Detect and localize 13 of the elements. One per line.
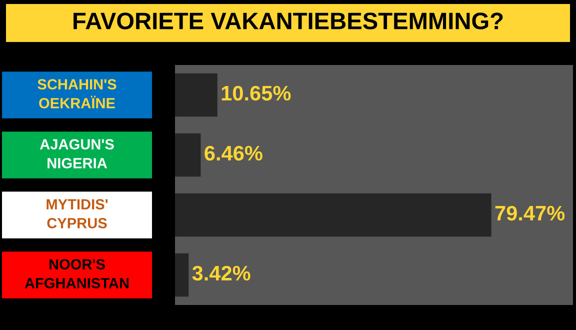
- y-tick-label: AJAGUN'S NIGERIA: [40, 139, 114, 168]
- data-label: 6.46%: [204, 146, 262, 161]
- data-label: 79.47%: [495, 206, 565, 221]
- y-tick-label: MYTIDIS' CYPRUS: [46, 199, 108, 228]
- data-label: 3.42%: [192, 266, 250, 281]
- y-tick-label: NOOR'S AFGHANISTAN: [24, 259, 129, 288]
- bar: [175, 253, 189, 297]
- bar: [175, 73, 218, 117]
- bar: [175, 133, 201, 177]
- data-label: 10.65%: [222, 86, 291, 101]
- y-tick-label: SCHAHIN'S OEKRAÏNE: [38, 79, 116, 108]
- chart-title: FAVORIETE VAKANTIEBESTEMMING?: [74, 12, 503, 30]
- bar: [175, 193, 492, 237]
